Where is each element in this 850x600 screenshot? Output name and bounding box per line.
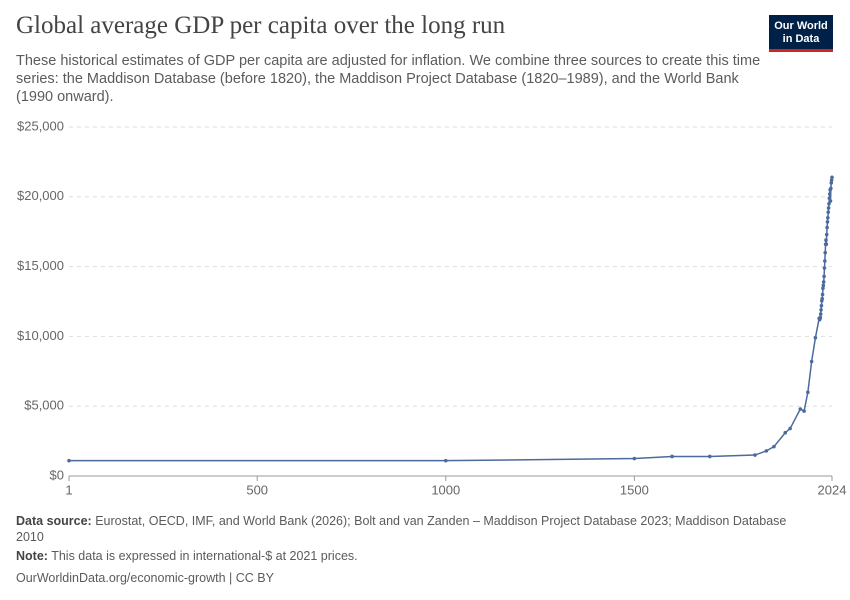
x-tick-label: 2024 [818, 482, 847, 497]
note: Note: This data is expressed in internat… [16, 548, 816, 564]
point [819, 303, 824, 308]
point [829, 178, 834, 182]
point [820, 292, 825, 297]
point [798, 407, 803, 411]
source-label: Data source: [16, 514, 92, 528]
point [809, 359, 814, 364]
point [826, 206, 831, 210]
point [830, 175, 834, 180]
y-tick-label: $0 [50, 467, 64, 482]
point [827, 196, 832, 200]
point [443, 458, 448, 463]
point [806, 390, 810, 395]
point [823, 250, 828, 255]
point [820, 296, 824, 301]
point [821, 286, 825, 291]
point [67, 458, 71, 463]
point [824, 238, 828, 242]
note-text: This data is expressed in international-… [51, 549, 358, 563]
point [826, 210, 831, 214]
y-tick-label: $5,000 [24, 398, 64, 413]
point [828, 199, 833, 203]
point [825, 225, 829, 230]
point [819, 308, 823, 312]
point [829, 186, 833, 191]
point [753, 453, 757, 457]
source: Data source: Eurostat, OECD, IMF, and Wo… [16, 513, 816, 545]
point [772, 444, 776, 449]
point [827, 201, 831, 206]
point [826, 215, 830, 220]
point [821, 280, 826, 284]
y-tick-label: $10,000 [17, 328, 64, 343]
point [818, 312, 823, 316]
point [824, 242, 829, 247]
url[interactable]: OurWorldinData.org/economic-growth | CC … [16, 571, 274, 585]
x-tick-label: 1 [65, 482, 72, 497]
x-tick-label: 1000 [431, 482, 460, 497]
y-tick-label: $20,000 [17, 188, 64, 203]
point [788, 426, 792, 431]
x-tick-label: 1500 [620, 482, 649, 497]
point [829, 181, 834, 185]
line [69, 177, 833, 462]
point [822, 266, 827, 270]
point [821, 283, 826, 288]
point [827, 192, 832, 196]
point [824, 232, 829, 237]
y-tick-label: $15,000 [17, 258, 64, 273]
logo-line: in Data [782, 33, 820, 45]
point [823, 259, 827, 263]
point [670, 454, 674, 459]
point [783, 430, 788, 435]
point [802, 409, 806, 413]
point [764, 449, 769, 453]
chart-title: Global average GDP per capita over the l… [16, 12, 506, 39]
point [707, 454, 712, 459]
logo-line: Our World [774, 20, 828, 32]
chart-subtitle: These historical estimates of GDP per ca… [16, 53, 761, 105]
point [825, 220, 830, 224]
point [813, 335, 818, 340]
x-tick-label: 500 [246, 482, 268, 497]
note-label: Note: [16, 549, 48, 563]
point [818, 315, 823, 320]
logo[interactable]: Our World in Data [769, 15, 833, 52]
point [632, 456, 637, 461]
y-tick-label: $25,000 [17, 118, 64, 133]
point [822, 274, 826, 279]
source-text: Eurostat, OECD, IMF, and World Bank (202… [16, 514, 787, 544]
